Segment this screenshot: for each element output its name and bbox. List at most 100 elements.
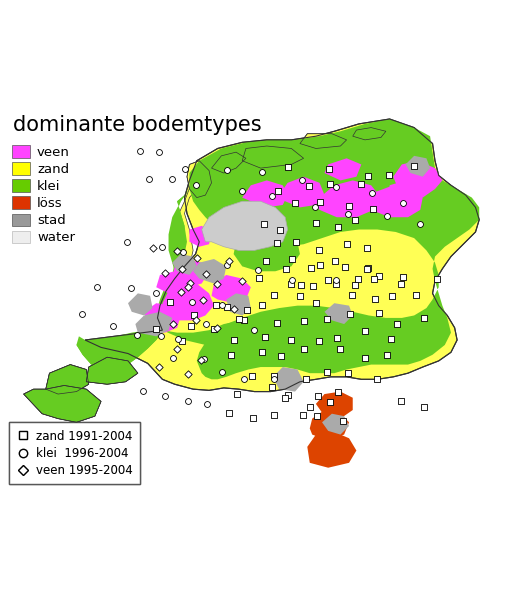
Polygon shape [162, 308, 371, 345]
Point [273, 238, 281, 248]
Point [273, 318, 281, 328]
Point [187, 321, 195, 331]
Point [412, 290, 420, 300]
Polygon shape [202, 201, 288, 250]
Point [258, 347, 266, 357]
Polygon shape [307, 431, 356, 468]
Point [375, 271, 383, 280]
Point [371, 294, 379, 304]
Point [168, 319, 177, 328]
Point [354, 274, 362, 283]
Polygon shape [212, 275, 251, 303]
Point [155, 362, 163, 372]
Point [345, 201, 353, 211]
Point [332, 181, 341, 191]
Point [109, 321, 117, 331]
Point [191, 315, 200, 325]
Point [397, 280, 405, 289]
Point [399, 198, 407, 208]
Point [307, 263, 315, 273]
Point [344, 368, 352, 378]
Point [333, 222, 342, 232]
Point [168, 174, 176, 184]
Point [177, 287, 185, 297]
Point [368, 188, 376, 198]
Legend: zand 1991-2004, klei  1996-2004, veen 1995-2004: zand 1991-2004, klei 1996-2004, veen 199… [9, 422, 139, 484]
Point [127, 283, 135, 292]
Point [314, 391, 322, 401]
Point [323, 367, 331, 377]
Polygon shape [172, 254, 197, 275]
Point [375, 308, 383, 318]
Point [145, 174, 153, 184]
Point [360, 353, 369, 362]
Point [287, 335, 295, 344]
Polygon shape [172, 259, 209, 288]
Point [235, 314, 243, 323]
Point [383, 350, 391, 359]
Point [178, 264, 186, 273]
Polygon shape [162, 283, 214, 320]
Point [370, 274, 378, 284]
Point [240, 374, 248, 383]
Polygon shape [135, 311, 172, 336]
Polygon shape [393, 161, 442, 198]
Point [373, 374, 381, 383]
Point [287, 280, 295, 289]
Point [291, 198, 299, 207]
Polygon shape [322, 414, 349, 434]
Point [200, 355, 208, 364]
Point [344, 208, 352, 218]
Point [326, 397, 334, 407]
Point [166, 297, 174, 307]
Point [184, 369, 192, 379]
Polygon shape [87, 357, 138, 384]
Point [299, 410, 307, 419]
Point [230, 335, 238, 344]
Point [341, 262, 349, 271]
Point [292, 237, 300, 247]
Point [399, 273, 407, 282]
Point [136, 146, 145, 156]
Polygon shape [279, 177, 325, 207]
Polygon shape [189, 226, 212, 247]
Point [305, 181, 314, 191]
Point [297, 280, 305, 290]
Point [298, 175, 306, 184]
Polygon shape [23, 385, 101, 422]
Point [161, 391, 169, 401]
Point [223, 302, 231, 312]
Polygon shape [300, 134, 347, 149]
Point [268, 192, 276, 201]
Point [277, 352, 285, 361]
Point [202, 269, 210, 279]
Point [149, 243, 157, 253]
Point [139, 386, 147, 396]
Point [387, 334, 395, 343]
Point [184, 282, 192, 292]
Point [326, 179, 334, 189]
Polygon shape [242, 180, 288, 207]
Point [233, 389, 241, 399]
Point [362, 264, 371, 274]
Point [306, 403, 315, 412]
Point [225, 256, 234, 266]
Point [210, 324, 218, 334]
Polygon shape [46, 365, 89, 394]
Point [259, 167, 267, 177]
Point [336, 344, 344, 354]
Point [199, 296, 207, 305]
Point [364, 264, 373, 273]
Point [312, 219, 320, 228]
Point [260, 219, 268, 229]
Polygon shape [353, 128, 386, 140]
Point [188, 297, 196, 307]
Polygon shape [23, 385, 101, 422]
Point [315, 246, 323, 255]
Point [410, 161, 418, 171]
Point [433, 275, 441, 285]
Point [212, 323, 220, 332]
Point [161, 268, 169, 278]
Point [157, 331, 165, 341]
Point [169, 353, 177, 363]
